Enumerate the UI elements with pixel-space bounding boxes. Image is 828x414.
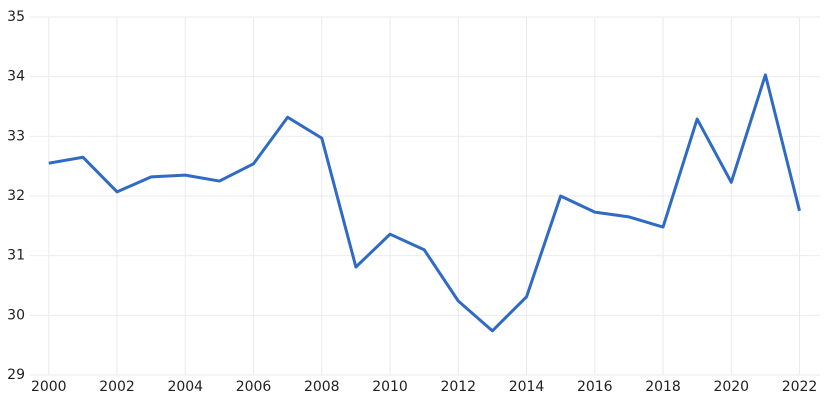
x-tick-label: 2008 — [304, 379, 340, 395]
x-tick-label: 2018 — [645, 379, 681, 395]
y-tick-label: 29 — [7, 367, 25, 383]
x-tick-label: 2016 — [577, 379, 613, 395]
x-tick-label: 2022 — [782, 379, 818, 395]
x-tick-label: 2020 — [713, 379, 749, 395]
data-line — [48, 73, 801, 333]
y-tick-label: 32 — [7, 188, 25, 204]
x-tick-label: 2000 — [31, 379, 67, 395]
x-tick-label: 2002 — [99, 379, 135, 395]
x-tick-label: 2004 — [167, 379, 203, 395]
x-tick-label: 2012 — [440, 379, 476, 395]
y-tick-label: 33 — [7, 128, 25, 144]
x-tick-label: 2010 — [372, 379, 408, 395]
y-tick-label: 30 — [7, 307, 25, 323]
x-tick-label: 2014 — [509, 379, 545, 395]
x-tick-label: 2006 — [236, 379, 272, 395]
y-tick-label: 34 — [7, 69, 25, 85]
y-tick-label: 35 — [7, 9, 25, 25]
y-tick-label: 31 — [7, 248, 25, 264]
